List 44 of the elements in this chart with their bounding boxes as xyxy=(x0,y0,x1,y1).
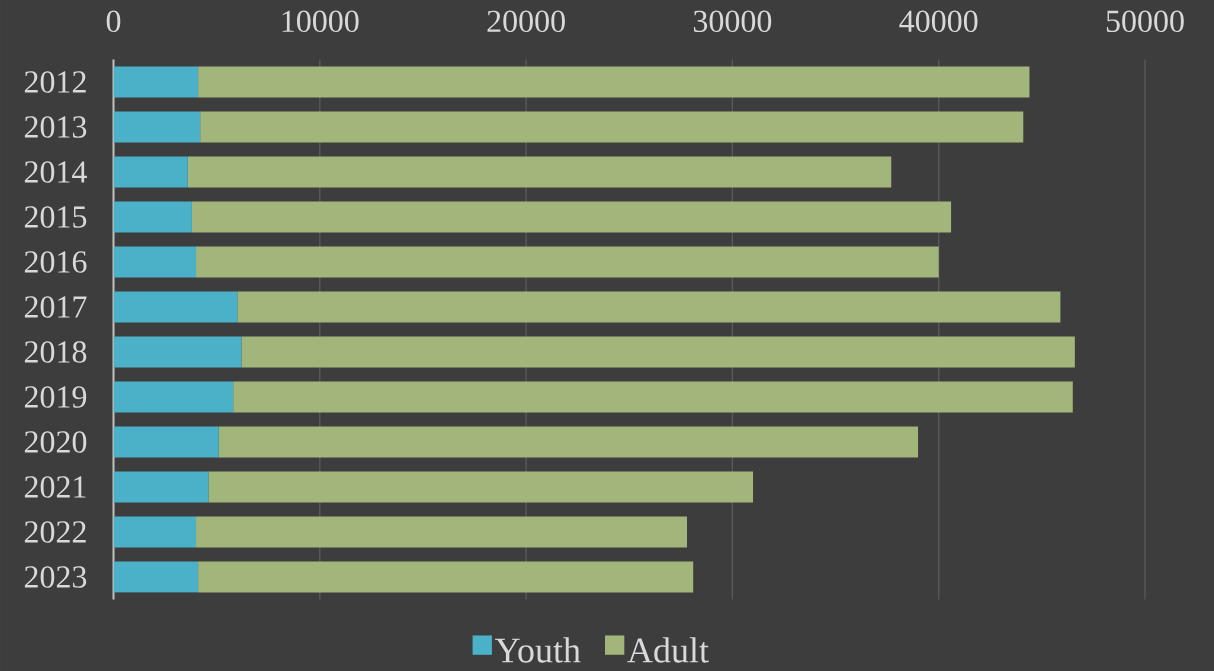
y-tick-label: 2015 xyxy=(24,206,87,228)
bar xyxy=(113,156,188,188)
bar xyxy=(237,291,1061,323)
y-tick-label: 2014 xyxy=(24,161,87,183)
bar xyxy=(241,336,1075,368)
y-tick-label: 2021 xyxy=(24,476,86,498)
y-tick-label: 2016 xyxy=(24,251,87,273)
bar xyxy=(233,381,1073,413)
x-tick-label: 50000 xyxy=(1106,10,1184,33)
x-tick-label: 0 xyxy=(106,10,121,33)
y-tick-label: 2019 xyxy=(24,386,87,408)
bar xyxy=(113,381,234,413)
y-tick-label: 2018 xyxy=(24,341,87,363)
legend-label: Youth xyxy=(494,637,581,663)
y-tick-label: 2012 xyxy=(24,71,86,93)
bar xyxy=(113,201,192,233)
bar xyxy=(196,246,939,278)
bar xyxy=(200,111,1024,143)
bar xyxy=(113,66,199,98)
bar xyxy=(113,426,219,458)
y-tick-label: 2022 xyxy=(24,521,86,543)
bar xyxy=(113,561,199,593)
bar xyxy=(208,471,754,503)
bar xyxy=(113,471,209,503)
y-tick-label: 2023 xyxy=(24,566,87,588)
bar xyxy=(198,561,694,593)
bar xyxy=(113,291,238,323)
bar xyxy=(113,336,242,368)
y-tick-label: 2020 xyxy=(24,431,87,453)
x-tick-label: 10000 xyxy=(282,10,359,33)
bar xyxy=(196,516,688,548)
x-tick-label: 30000 xyxy=(693,10,772,33)
x-tick-label: 40000 xyxy=(899,10,978,33)
bar xyxy=(187,156,892,188)
bar xyxy=(198,66,1030,98)
legend-label: Adult xyxy=(627,637,709,663)
bar xyxy=(113,111,201,143)
bar xyxy=(218,426,919,458)
y-tick-label: 2017 xyxy=(24,296,87,318)
bar xyxy=(191,201,952,233)
bar xyxy=(113,246,197,278)
x-tick-label: 20000 xyxy=(487,10,565,33)
bar xyxy=(113,516,197,548)
y-tick-label: 2013 xyxy=(24,116,87,138)
